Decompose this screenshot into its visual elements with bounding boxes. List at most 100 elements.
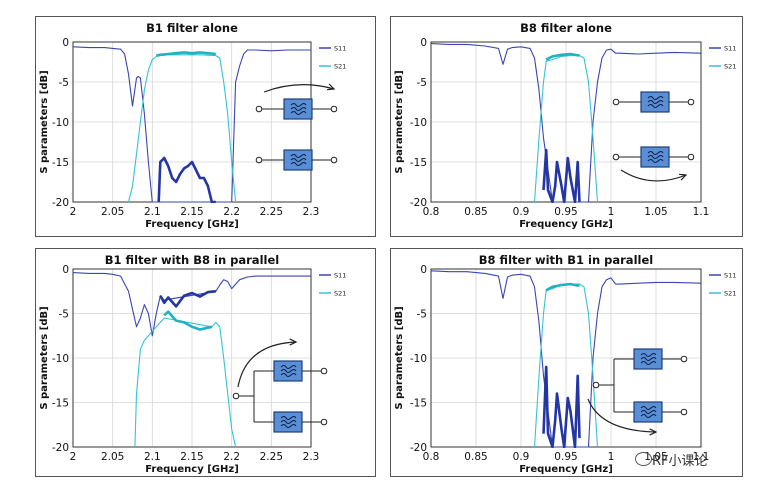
- y-axis-label: S parameters [dB]: [394, 70, 405, 173]
- y-tick-label: -5: [417, 77, 427, 89]
- x-tick-label: 1: [608, 451, 615, 463]
- y-tick-label: -20: [52, 442, 69, 454]
- y-axis-label: S parameters [dB]: [39, 70, 50, 173]
- y-tick-label: -15: [52, 398, 69, 410]
- y-tick-label: -10: [52, 353, 69, 365]
- chart-panel-b8-parallel: B8 filter with B1 in parallel 0.8 0.85 0.9 0…: [390, 248, 743, 477]
- x-tick-label: 2.1: [144, 206, 161, 218]
- signal-arrow: [587, 398, 657, 433]
- legend-label-s11: S11: [334, 45, 346, 53]
- series-line-s21-passband: [163, 310, 213, 331]
- x-tick-label: 0.95: [554, 451, 577, 463]
- y-tick-label: -10: [410, 117, 427, 129]
- y-tick-label: -5: [59, 77, 69, 89]
- y-axis-label: S parameters [dB]: [394, 306, 405, 409]
- filter-box-3-0: [633, 348, 663, 370]
- series-line-s21: [533, 55, 599, 203]
- series-line-s11-passband: [159, 290, 216, 308]
- signal-arrow: [620, 169, 687, 182]
- circuit-diagram-0: [255, 83, 338, 171]
- x-axis-label: Frequency [GHz]: [145, 219, 239, 230]
- chart-title: B8 filter with B1 in parallel: [479, 253, 653, 267]
- x-tick-label: 2.3: [303, 206, 320, 218]
- series-line-s11-passband: [542, 365, 581, 448]
- y-tick-label: -20: [410, 442, 427, 454]
- signal-arrow: [263, 84, 335, 93]
- x-tick-label: 2.2: [223, 206, 240, 218]
- watermark-text: RF小课论: [652, 454, 708, 469]
- x-tick-label: 0.9: [513, 206, 530, 218]
- circuit-diagram-2: [232, 338, 328, 433]
- x-tick-label: 2.05: [101, 206, 124, 218]
- x-tick-label: 0.9: [513, 451, 530, 463]
- x-tick-label: 0.95: [554, 206, 577, 218]
- series-line-s21: [127, 54, 237, 203]
- series-line-s11: [73, 272, 311, 337]
- filter-box-0-0: [283, 98, 313, 120]
- series-line-s21-passband: [545, 52, 580, 61]
- legend-label-s11: S11: [724, 45, 736, 53]
- x-axis-label: Frequency [GHz]: [519, 464, 613, 475]
- chart-panel-b1-parallel: B1 filter with B8 in parallel 2 2.05 2.1 2.1…: [35, 248, 376, 477]
- y-tick-label: 0: [420, 37, 427, 49]
- circuit-diagram-3: [587, 348, 688, 436]
- chart-panel-b1-alone: B1 filter alone 2 2.05 2.1 2.15 2.2 2.25 2.3 0 -5…: [35, 16, 376, 237]
- filter-box-1-0: [640, 91, 670, 113]
- chart-svg-0: B1 filter alone 2 2.05 2.1 2.15 2.2 2.25 2.3 0 -5…: [39, 21, 346, 230]
- series-line-s21-passband: [156, 51, 216, 57]
- x-tick-label: 0.8: [423, 451, 440, 463]
- series-line-s11: [73, 46, 311, 203]
- filter-box-1-1: [640, 146, 670, 168]
- signal-arrow: [237, 341, 297, 388]
- chart-title: B1 filter alone: [146, 21, 238, 35]
- y-tick-label: -5: [417, 309, 427, 321]
- x-tick-label: 2.2: [223, 451, 240, 463]
- series-line-s21-passband: [545, 282, 580, 292]
- x-tick-label: 2.25: [260, 206, 283, 218]
- y-tick-label: -20: [52, 197, 69, 209]
- x-tick-label: 2.15: [180, 451, 203, 463]
- legend-label-s21: S21: [334, 63, 346, 71]
- x-axis-label: Frequency [GHz]: [145, 464, 239, 475]
- chart-panel-b8-alone: B8 filter alone 0.8 0.85 0.9 0.95 1 1.05 1.1 0 -5…: [390, 16, 743, 237]
- filter-box-2-0: [273, 360, 303, 382]
- x-tick-label: 2.3: [303, 451, 320, 463]
- x-tick-label: 2: [70, 451, 77, 463]
- x-tick-label: 2.25: [260, 451, 283, 463]
- series-line-s21: [134, 317, 237, 448]
- x-tick-label: 2: [70, 206, 77, 218]
- filter-box-0-1: [283, 149, 313, 171]
- x-tick-label: 0.85: [464, 451, 487, 463]
- y-tick-label: -15: [52, 157, 69, 169]
- y-tick-label: 0: [62, 264, 69, 276]
- y-tick-label: -5: [59, 309, 69, 321]
- series-line-s11-passband: [542, 148, 581, 203]
- x-tick-label: 1: [608, 206, 615, 218]
- legend-label-s21: S21: [724, 63, 736, 71]
- filter-box-2-1: [273, 411, 303, 433]
- x-tick-label: 1.1: [693, 206, 710, 218]
- y-tick-label: -15: [410, 398, 427, 410]
- filter-box-3-1: [633, 401, 663, 423]
- legend-label-s11: S11: [724, 272, 736, 280]
- y-tick-label: -10: [52, 117, 69, 129]
- y-tick-label: 0: [420, 264, 427, 276]
- x-tick-label: 0.85: [464, 206, 487, 218]
- chart-svg-3: B8 filter with B1 in parallel 0.8 0.85 0.9 0…: [394, 253, 736, 475]
- legend-label-s11: S11: [334, 272, 346, 280]
- y-axis-label: S parameters [dB]: [39, 306, 50, 409]
- legend-label-s21: S21: [724, 290, 736, 298]
- chart-svg-2: B1 filter with B8 in parallel 2 2.05 2.1 2.1…: [39, 253, 346, 475]
- x-tick-label: 0.8: [423, 206, 440, 218]
- legend-label-s21: S21: [334, 290, 346, 298]
- y-tick-label: -20: [410, 197, 427, 209]
- x-axis-label: Frequency [GHz]: [519, 219, 613, 230]
- plot-frame: [72, 268, 312, 448]
- x-tick-label: 2.1: [144, 451, 161, 463]
- x-tick-label: 2.05: [101, 451, 124, 463]
- x-tick-label: 2.15: [180, 206, 203, 218]
- x-tick-label: 1.1: [693, 451, 710, 463]
- y-tick-label: 0: [62, 37, 69, 49]
- wechat-icon: [635, 452, 652, 466]
- y-tick-label: -10: [410, 353, 427, 365]
